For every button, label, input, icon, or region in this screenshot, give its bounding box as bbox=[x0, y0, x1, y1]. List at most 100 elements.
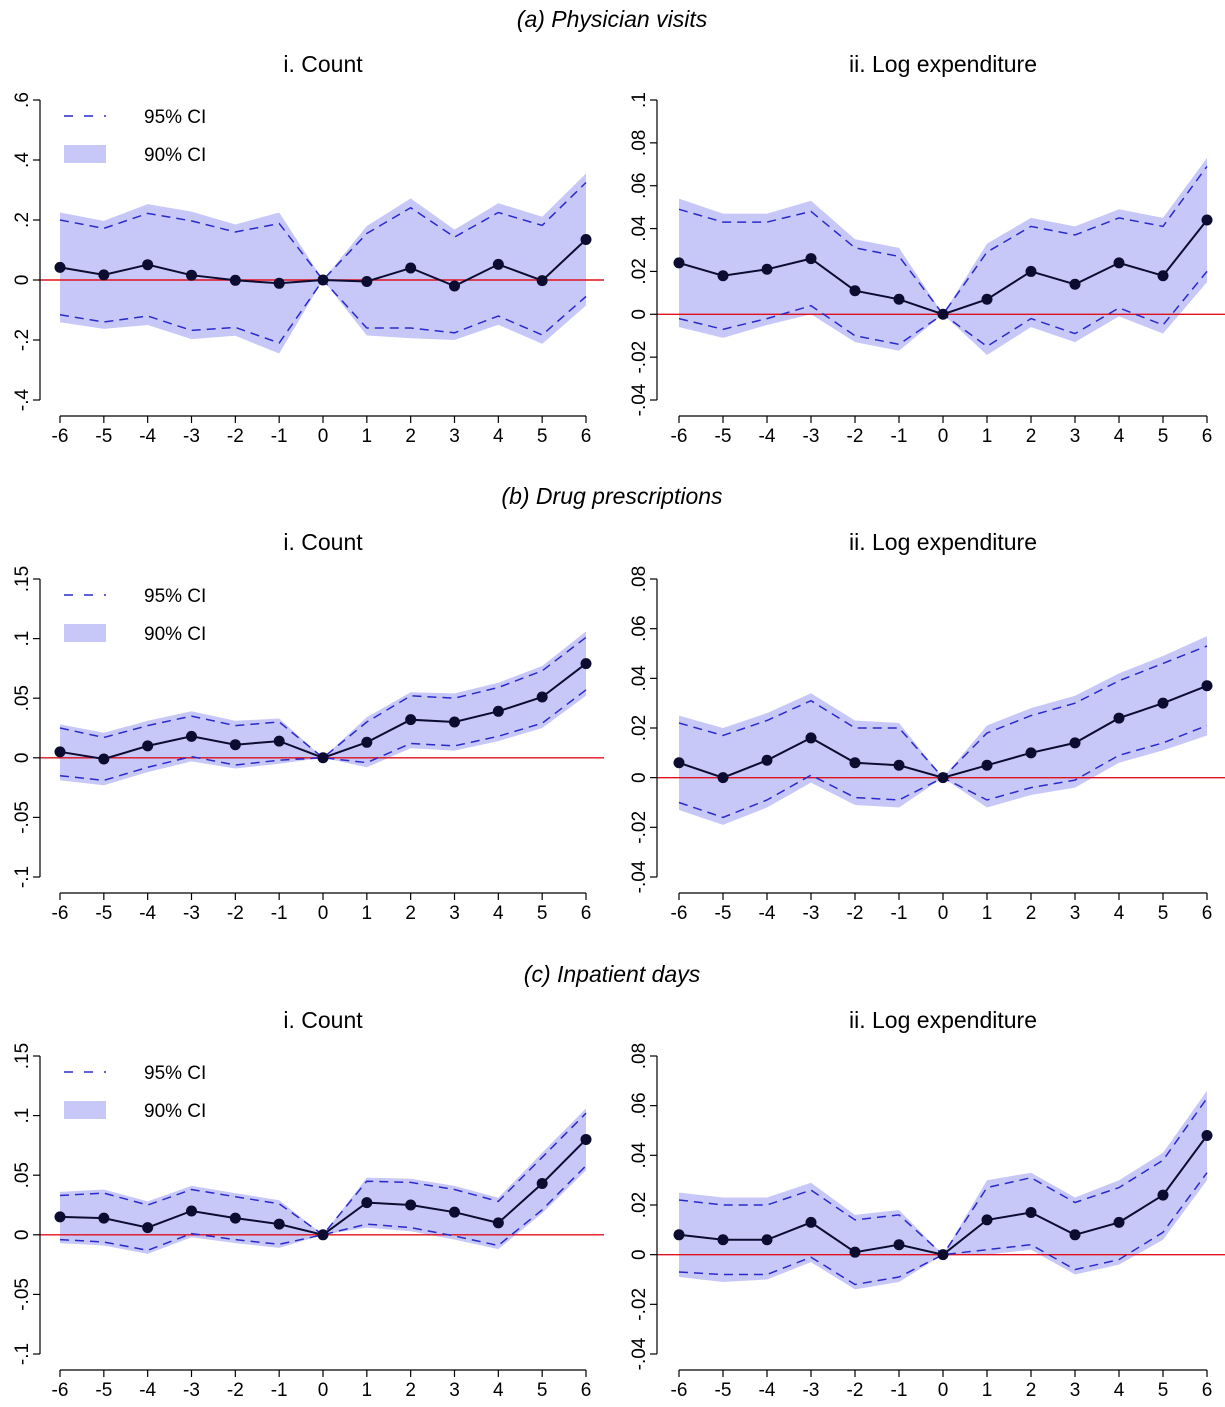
chart-panel: i. Count -.1 -.05 0 .05 .1 .15 -6 -5 -4 -3 -2 -1 0 1 2 3… bbox=[12, 1007, 604, 1401]
y-tick-label: .15 bbox=[12, 566, 33, 592]
x-tick-label: -4 bbox=[759, 1380, 776, 1401]
y-tick-label: 0 bbox=[12, 753, 33, 764]
estimate-point bbox=[186, 730, 197, 742]
x-tick-label: -6 bbox=[52, 426, 69, 447]
x-tick-label: -6 bbox=[671, 1380, 688, 1401]
ci95-lower-line bbox=[678, 1172, 1208, 1286]
estimate-point bbox=[673, 1229, 685, 1241]
x-tick-label: 2 bbox=[1026, 426, 1037, 447]
y-tick-label: .1 bbox=[629, 92, 650, 108]
estimate-point bbox=[449, 716, 460, 728]
estimate-point bbox=[849, 1246, 861, 1258]
y-tick-label: .06 bbox=[629, 173, 650, 199]
estimate-point bbox=[1201, 214, 1213, 226]
estimate-point bbox=[361, 276, 373, 287]
x-tick-label: -6 bbox=[671, 903, 688, 924]
estimate-point bbox=[536, 275, 548, 287]
x-tick-label: 1 bbox=[362, 903, 373, 924]
y-tick-label: .02 bbox=[629, 1192, 650, 1218]
y-tick-label: .15 bbox=[12, 1043, 33, 1069]
chart-panel: ii. Log expenditure -.04 -.02 0 .02 .04 .06 .08… bbox=[629, 1007, 1225, 1401]
y-tick-label: .4 bbox=[12, 152, 33, 168]
x-tick-label: 4 bbox=[1114, 1380, 1125, 1401]
estimate-point bbox=[673, 257, 685, 269]
x-tick-label: -3 bbox=[183, 1380, 200, 1401]
section-title: (c) Inpatient days bbox=[524, 961, 701, 987]
estimate-point bbox=[98, 1212, 110, 1224]
y-tick-label: 0 bbox=[629, 772, 650, 783]
x-tick-label: 4 bbox=[1114, 903, 1125, 924]
x-tick-label: -5 bbox=[95, 903, 112, 924]
x-tick-label: 0 bbox=[318, 426, 329, 447]
x-tick-label: 0 bbox=[938, 903, 949, 924]
x-tick-label: -5 bbox=[715, 426, 732, 447]
estimate-point bbox=[805, 732, 817, 744]
y-tick-label: -.02 bbox=[629, 341, 650, 374]
x-tick-label: -1 bbox=[271, 903, 288, 924]
x-tick-label: 4 bbox=[493, 903, 504, 924]
x-tick-label: -5 bbox=[715, 1380, 732, 1401]
y-tick-label: .1 bbox=[12, 631, 33, 647]
estimate-point bbox=[937, 772, 949, 784]
y-tick-label: .05 bbox=[12, 1162, 33, 1188]
ci90-band bbox=[60, 631, 586, 786]
x-tick-label: 3 bbox=[449, 426, 460, 447]
legend-ci95-label: 95% CI bbox=[144, 586, 206, 607]
x-tick-label: -3 bbox=[183, 426, 200, 447]
legend-ci90-label: 90% CI bbox=[144, 145, 206, 166]
estimate-point bbox=[54, 261, 66, 273]
estimate-point bbox=[142, 740, 154, 752]
estimate-point bbox=[492, 705, 504, 717]
estimate-point bbox=[361, 736, 373, 748]
estimate-point bbox=[492, 258, 504, 270]
x-tick-label: -2 bbox=[847, 1380, 864, 1401]
estimate-point bbox=[1157, 1189, 1169, 1201]
x-tick-label: 1 bbox=[362, 426, 373, 447]
estimate-point bbox=[186, 269, 197, 281]
y-tick-label: -.02 bbox=[629, 1288, 650, 1321]
estimate-point bbox=[937, 308, 949, 320]
x-tick-label: -4 bbox=[139, 903, 156, 924]
y-tick-label: -.04 bbox=[629, 383, 650, 416]
estimate-point bbox=[273, 735, 285, 747]
estimate-point bbox=[98, 753, 110, 765]
estimate-point bbox=[449, 1206, 460, 1218]
estimate-point bbox=[142, 259, 154, 271]
ci95-upper-line bbox=[678, 165, 1208, 316]
x-tick-label: 0 bbox=[938, 426, 949, 447]
y-tick-label: 0 bbox=[12, 275, 33, 286]
panel-title: i. Count bbox=[283, 51, 363, 77]
x-tick-label: -2 bbox=[227, 1380, 244, 1401]
estimate-point bbox=[1069, 737, 1081, 749]
y-tick-label: .05 bbox=[12, 685, 33, 711]
x-tick-label: 1 bbox=[362, 1380, 373, 1401]
estimate-point bbox=[273, 1218, 285, 1230]
legend-ci95-label: 95% CI bbox=[144, 1063, 206, 1084]
estimate-point bbox=[536, 1178, 548, 1190]
x-tick-label: 2 bbox=[405, 426, 416, 447]
x-tick-label: 0 bbox=[938, 1380, 949, 1401]
estimate-point bbox=[580, 658, 592, 670]
legend-ci95-label: 95% CI bbox=[144, 107, 206, 128]
y-tick-label: .6 bbox=[12, 92, 33, 108]
y-tick-label: .08 bbox=[629, 130, 650, 156]
chart-panel: ii. Log expenditure -.04 -.02 0 .02 .04 .06 .08… bbox=[629, 529, 1225, 924]
section-title: (b) Drug prescriptions bbox=[501, 483, 723, 509]
ci95-upper-line bbox=[59, 636, 587, 759]
x-tick-label: -3 bbox=[803, 903, 820, 924]
legend-ci90-label: 90% CI bbox=[144, 1101, 206, 1122]
x-tick-label: -1 bbox=[891, 426, 908, 447]
legend-ci90-label: 90% CI bbox=[144, 624, 206, 645]
y-tick-label: .06 bbox=[629, 615, 650, 641]
estimate-point bbox=[1025, 1206, 1037, 1218]
x-tick-label: 6 bbox=[1202, 1380, 1213, 1401]
ci90-band bbox=[679, 636, 1207, 825]
x-tick-label: -1 bbox=[891, 1380, 908, 1401]
y-tick-label: .02 bbox=[629, 715, 650, 741]
legend-ci90-swatch bbox=[64, 145, 106, 163]
estimate-point bbox=[849, 285, 861, 297]
y-tick-label: .02 bbox=[629, 258, 650, 284]
panel-title: i. Count bbox=[283, 529, 363, 555]
estimate-point bbox=[981, 1214, 993, 1226]
estimate-point bbox=[1113, 1216, 1125, 1228]
